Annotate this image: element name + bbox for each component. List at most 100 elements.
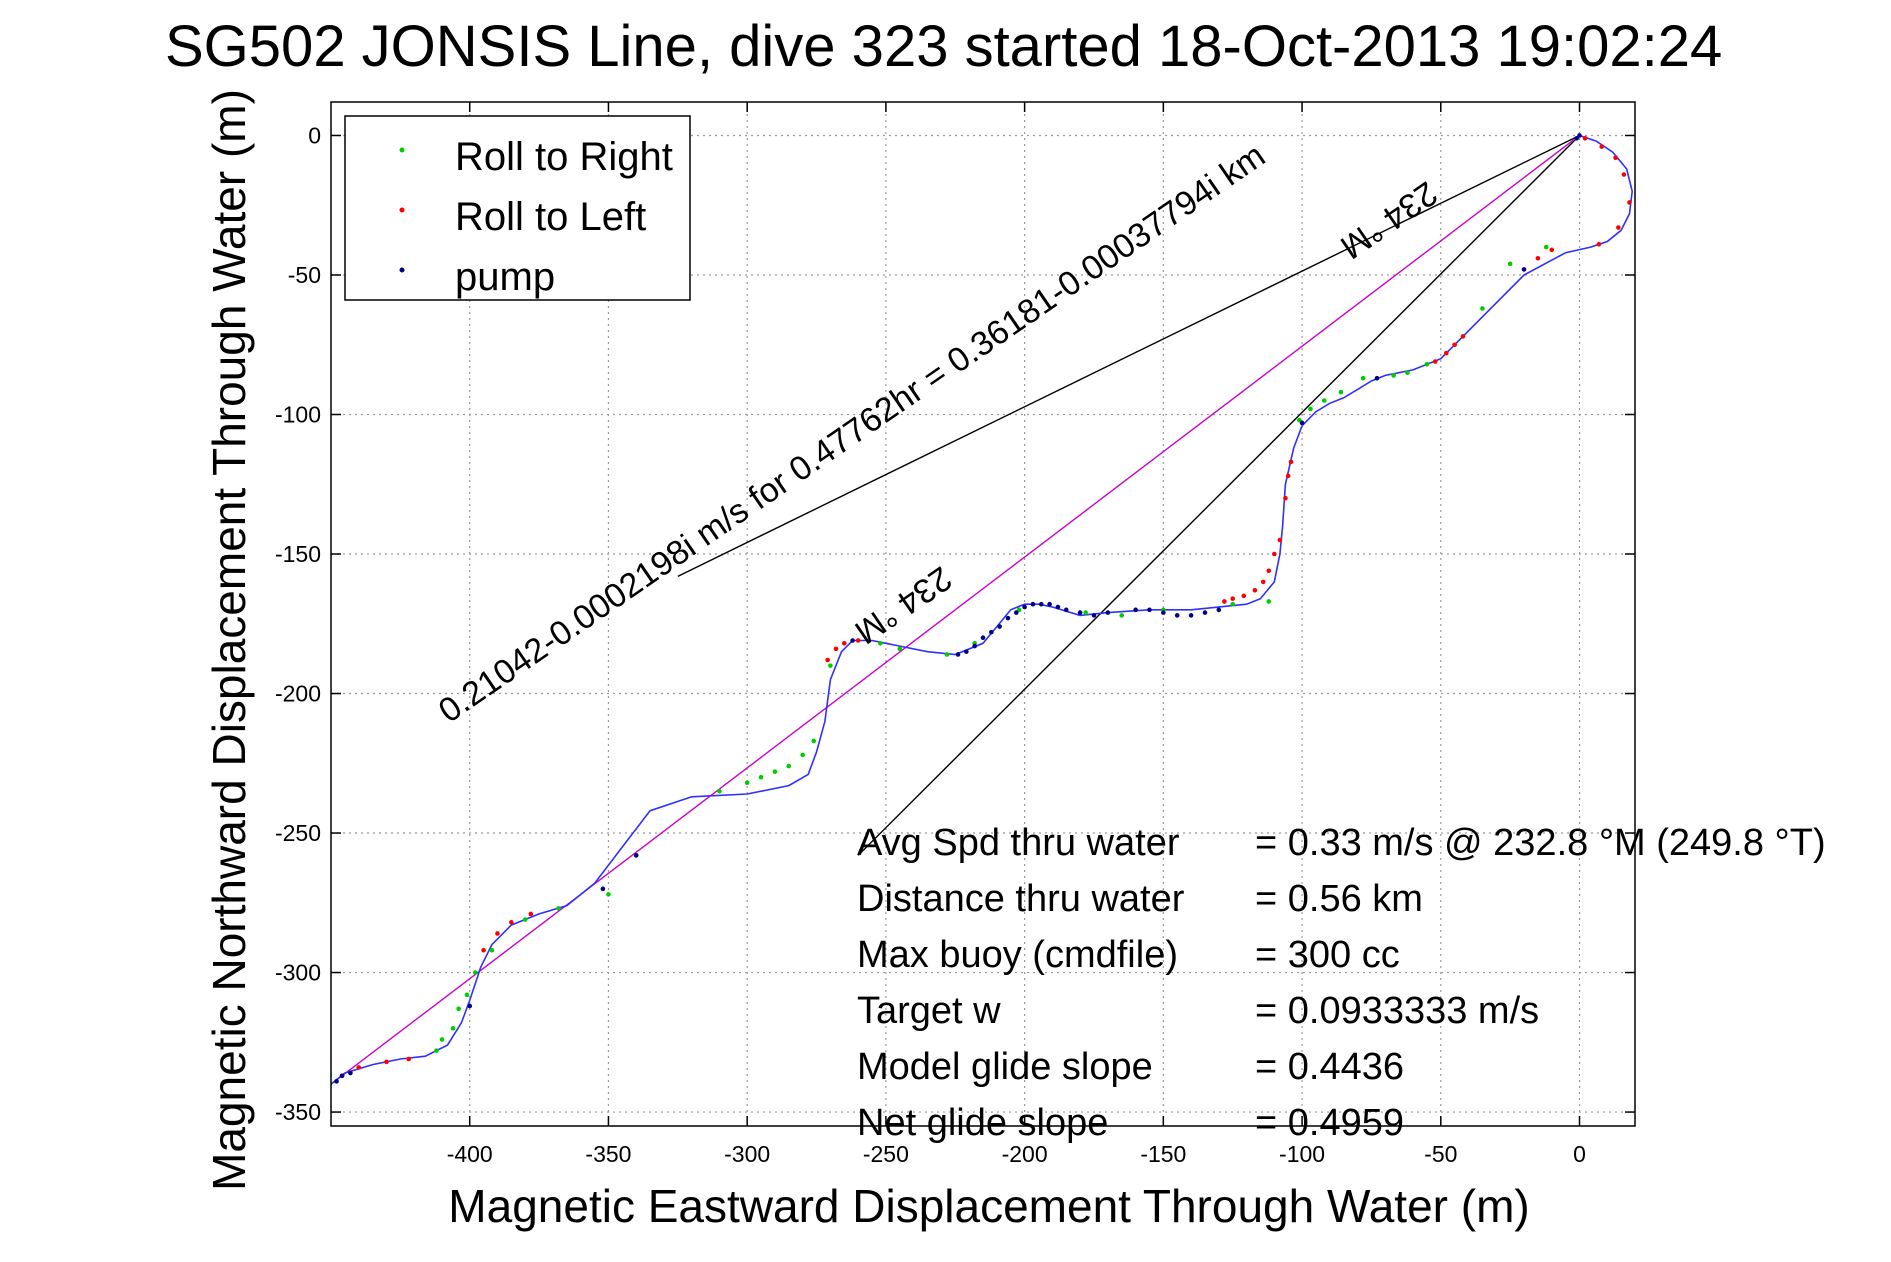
stats-label: Net glide slope (857, 1102, 1108, 1144)
marker-pump (339, 1073, 345, 1079)
chart-title: SG502 JONSIS Line, dive 323 started 18-O… (165, 14, 1722, 79)
marker-right (1338, 389, 1344, 395)
marker-pump (1577, 133, 1582, 138)
marker-right (944, 652, 950, 657)
marker-pump (850, 638, 855, 643)
series-layer (330, 133, 1634, 1085)
marker-pump (1161, 610, 1166, 615)
marker-right (439, 1037, 445, 1042)
marker-right (1391, 373, 1396, 378)
marker-left (481, 947, 486, 953)
marker-pump (1030, 601, 1036, 607)
marker-pump (980, 635, 986, 641)
marker-right (1119, 613, 1125, 618)
marker-pump (1005, 615, 1011, 621)
marker-left (1613, 155, 1618, 161)
stats-panel: Avg Spd thru water = 0.33 m/s @ 232.8 °M … (857, 822, 1826, 1144)
marker-pump (1022, 604, 1027, 610)
marker-left (1535, 255, 1541, 261)
marker-pump (997, 624, 1002, 629)
x-tick-label: -400 (447, 1141, 493, 1167)
marker-left (384, 1059, 389, 1065)
marker-left (1230, 596, 1236, 601)
marker-pump (1105, 610, 1111, 615)
marker-pump (1038, 601, 1044, 607)
marker-right (456, 1006, 461, 1012)
marker-pump (1521, 267, 1527, 272)
marker-pump (1047, 601, 1052, 607)
marker-left (1452, 342, 1457, 348)
marker-right (800, 752, 805, 758)
marker-pump (1133, 607, 1138, 613)
marker-right (1230, 601, 1236, 607)
marker-right (1266, 599, 1272, 604)
marker-right (1296, 417, 1302, 423)
y-tick-label: -200 (275, 681, 321, 707)
y-tick-label: -350 (275, 1099, 321, 1125)
y-tick-label: -50 (288, 262, 321, 288)
stats-label: Model glide slope (857, 1046, 1153, 1088)
marker-right (828, 663, 833, 668)
marker-right (489, 947, 495, 953)
marker-pump (955, 652, 961, 657)
marker-left (1549, 247, 1555, 253)
x-tick-label: -250 (863, 1141, 909, 1167)
marker-left (1222, 599, 1227, 604)
x-tick-label: 0 (1573, 1141, 1586, 1167)
marker-pump (1188, 613, 1194, 618)
slope-annotation: 234 °M (1333, 174, 1444, 267)
marker-left (825, 657, 830, 663)
marker-right (1405, 370, 1410, 375)
marker-left (1596, 241, 1602, 247)
stats-label: Max buoy (cmdfile) (857, 934, 1178, 976)
marker-right (1543, 244, 1549, 250)
marker-pump (1202, 610, 1208, 615)
legend-marker (399, 147, 405, 153)
legend-marker (399, 267, 405, 273)
marker-pump (334, 1079, 339, 1084)
marker-left (833, 646, 839, 652)
stats-value: = 0.4959 (1255, 1102, 1404, 1144)
marker-pump (1063, 607, 1069, 613)
marker-left (1582, 135, 1588, 141)
reference-lines (330, 134, 1581, 1085)
marker-right (811, 738, 817, 744)
marker-left (1621, 172, 1627, 177)
marker-right (472, 970, 478, 975)
y-tick-label: -300 (275, 960, 321, 986)
marker-pump (633, 853, 639, 858)
marker-pump (1574, 135, 1580, 141)
marker-right (1360, 375, 1366, 381)
marker-left (855, 638, 861, 643)
marker-left (1260, 579, 1266, 585)
marker-right (522, 917, 528, 922)
stats-value: = 0.4436 (1255, 1046, 1404, 1088)
marker-left (1460, 334, 1466, 339)
marker-pump (600, 886, 606, 892)
marker-left (1283, 495, 1288, 501)
x-tick-label: -100 (1279, 1141, 1325, 1167)
marker-right (1480, 306, 1485, 311)
marker-right (897, 646, 903, 652)
marker-left (528, 911, 534, 917)
marker-left (406, 1056, 411, 1062)
marker-pump (1147, 607, 1152, 613)
marker-pump (1174, 613, 1180, 618)
marker-right (758, 774, 764, 780)
marker-right (878, 640, 883, 646)
marker-right (772, 769, 778, 774)
marker-left (1272, 551, 1277, 557)
y-axis-label: Magnetic Northward Displacement Through … (203, 89, 255, 1191)
marker-right (464, 992, 470, 998)
marker-left (1599, 144, 1605, 149)
marker-pump (348, 1070, 353, 1076)
y-tick-label: -250 (275, 820, 321, 846)
reference-line (677, 134, 1580, 577)
x-tick-label: -200 (1002, 1141, 1048, 1167)
legend: Roll to Right Roll to Left pump (344, 115, 691, 301)
marker-pump (989, 629, 994, 635)
marker-left (841, 640, 847, 646)
legend-marker (399, 207, 405, 213)
marker-left (1241, 593, 1247, 599)
